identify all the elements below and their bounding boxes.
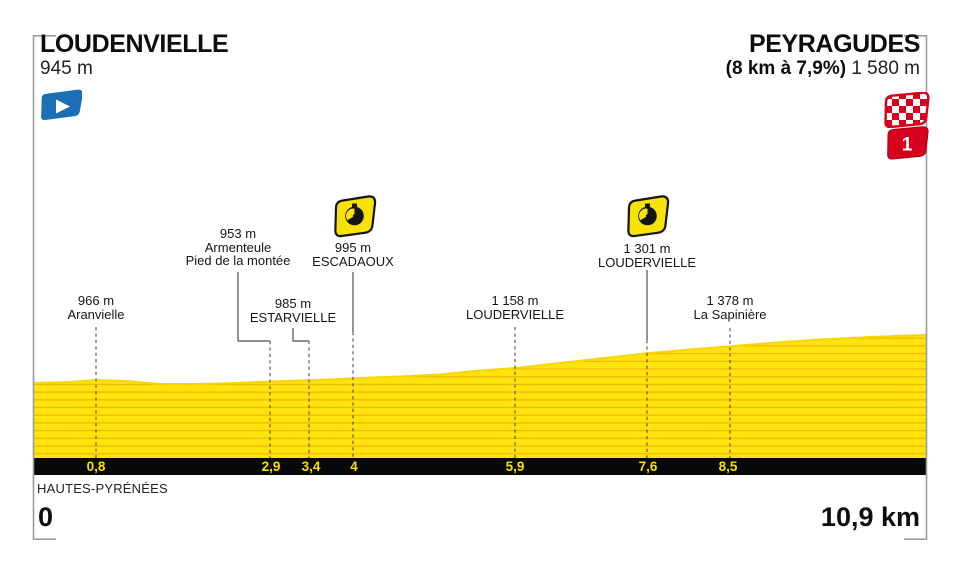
km-marker: 0,8 [86,459,106,474]
finish-elevation: 1 580 m [846,58,920,79]
start-flag-icon [41,89,82,121]
region-label: HAUTES-PYRÉNÉES [37,481,168,496]
time-check-flag-icon [627,195,670,238]
checkpoint-label-armenteule: 953 m Armenteule Pied de la montée [186,227,291,268]
distance-bar [33,458,926,475]
checkpoint-subname: Pied de la montée [185,253,291,268]
checkpoint-label-estarvielle: 985 m ESTARVIELLE [250,297,336,324]
category-1-badge: 1 [887,126,929,160]
checkpoint-label-aranvielle: 966 m Aranvielle [67,294,124,321]
checkpoint-elevation: 966 m [77,293,115,308]
checkpoint-elevation: 1 158 m [491,293,539,308]
elevation-area [32,334,927,458]
finish-climb-info: (8 km à 7,9%) 1 580 m [726,59,920,79]
checkpoint-name: Armenteule [204,239,272,255]
km-marker: 8,5 [718,459,738,474]
finish-town-name: PEYRAGUDES [748,30,920,58]
checkpoint-label-loudervielle-high: 1 301 m LOUDERVIELLE [598,242,696,269]
checkpoint-name: LOUDERVIELLE [597,254,697,270]
checkpoint-name: LOUDERVIELLE [465,306,565,322]
km-marker: 4 [350,459,358,474]
km-marker: 7,6 [638,459,658,474]
km-marker: 2,9 [261,459,281,474]
start-town-elevation: 945 m [40,58,93,79]
finish-climb-stats: (8 km à 7,9%) [725,58,847,79]
category-1-number: 1 [902,135,913,156]
checkpoint-label-loudervielle-low: 1 158 m LOUDERVIELLE [466,294,564,321]
checkpoint-elevation: 1 378 m [706,293,754,308]
route-total-km: 10,9 km [820,502,920,532]
checkpoint-elevation: 1 301 m [623,241,671,256]
km-marker: 5,9 [505,459,525,474]
checkpoint-elevation: 985 m [274,296,312,311]
km-marker: 3,4 [301,459,321,474]
checkpoint-name: ESTARVIELLE [249,309,337,325]
checkpoint-label-la-sapiniere: 1 378 m La Sapinière [694,294,767,321]
time-check-flag-icon [334,195,377,238]
checkpoint-name: La Sapinière [693,306,767,322]
checkpoint-name: ESCADAOUX [312,253,394,269]
checkpoint-elevation: 995 m [334,240,372,255]
start-town-name: LOUDENVIELLE [40,30,229,58]
checkpoint-label-escadaoux: 995 m ESCADAOUX [312,241,394,268]
checkpoint-elevation: 953 m [219,226,257,241]
checkpoint-name: Aranvielle [67,306,125,322]
checkered-flag-icon [884,92,930,128]
route-start-km: 0 [38,502,54,532]
checkpoint-connector-lines [237,270,648,342]
checkpoint-leader-lines [95,327,731,458]
